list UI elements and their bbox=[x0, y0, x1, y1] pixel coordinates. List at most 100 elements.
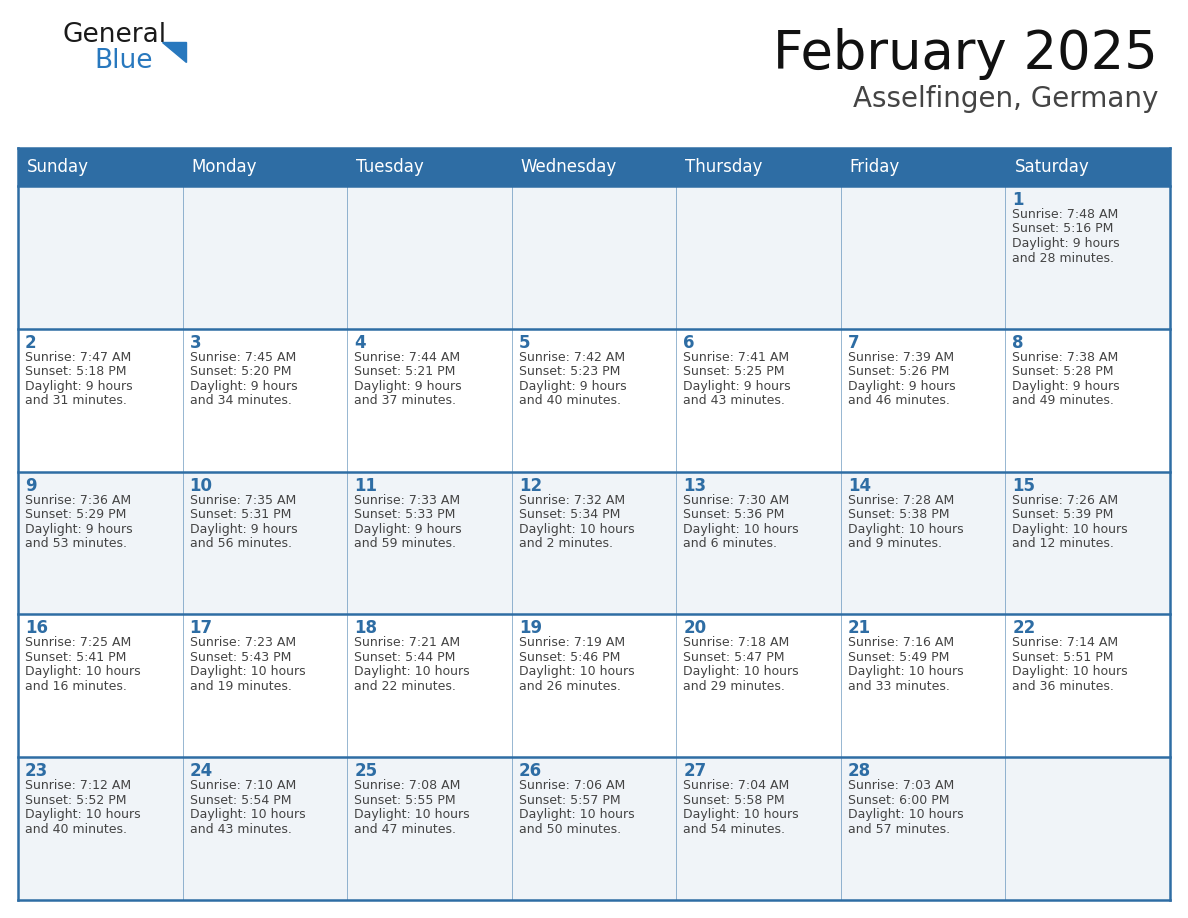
Text: Friday: Friday bbox=[849, 158, 901, 176]
Bar bbox=[841, 614, 1005, 757]
Text: and 34 minutes.: and 34 minutes. bbox=[190, 395, 291, 408]
Bar bbox=[841, 329, 1005, 472]
Bar bbox=[1005, 186, 1170, 329]
Text: 11: 11 bbox=[354, 476, 377, 495]
Text: Daylight: 10 hours: Daylight: 10 hours bbox=[848, 666, 963, 678]
Text: February 2025: February 2025 bbox=[773, 28, 1158, 80]
Text: Sunday: Sunday bbox=[27, 158, 89, 176]
Text: Sunrise: 7:42 AM: Sunrise: 7:42 AM bbox=[519, 351, 625, 364]
Text: Daylight: 9 hours: Daylight: 9 hours bbox=[848, 380, 955, 393]
Text: 10: 10 bbox=[190, 476, 213, 495]
Text: and 12 minutes.: and 12 minutes. bbox=[1012, 537, 1114, 550]
Text: Sunrise: 7:44 AM: Sunrise: 7:44 AM bbox=[354, 351, 460, 364]
Bar bbox=[347, 472, 512, 614]
Text: and 59 minutes.: and 59 minutes. bbox=[354, 537, 456, 550]
Bar bbox=[512, 329, 676, 472]
Bar bbox=[1005, 148, 1170, 186]
Text: Daylight: 9 hours: Daylight: 9 hours bbox=[190, 522, 297, 535]
Bar bbox=[183, 329, 347, 472]
Text: Daylight: 9 hours: Daylight: 9 hours bbox=[519, 380, 626, 393]
Text: Daylight: 10 hours: Daylight: 10 hours bbox=[519, 666, 634, 678]
Text: Sunrise: 7:38 AM: Sunrise: 7:38 AM bbox=[1012, 351, 1119, 364]
Text: Daylight: 9 hours: Daylight: 9 hours bbox=[190, 380, 297, 393]
Text: Sunrise: 7:30 AM: Sunrise: 7:30 AM bbox=[683, 494, 790, 507]
Text: Daylight: 10 hours: Daylight: 10 hours bbox=[519, 808, 634, 822]
Text: 4: 4 bbox=[354, 334, 366, 352]
Text: Sunrise: 7:48 AM: Sunrise: 7:48 AM bbox=[1012, 208, 1119, 221]
Bar bbox=[183, 614, 347, 757]
Text: 16: 16 bbox=[25, 620, 48, 637]
Text: and 43 minutes.: and 43 minutes. bbox=[683, 395, 785, 408]
Text: Daylight: 9 hours: Daylight: 9 hours bbox=[25, 380, 133, 393]
Text: Sunset: 5:39 PM: Sunset: 5:39 PM bbox=[1012, 508, 1114, 521]
Text: Sunset: 5:58 PM: Sunset: 5:58 PM bbox=[683, 794, 785, 807]
Text: Sunrise: 7:47 AM: Sunrise: 7:47 AM bbox=[25, 351, 131, 364]
Text: Sunrise: 7:32 AM: Sunrise: 7:32 AM bbox=[519, 494, 625, 507]
Bar bbox=[183, 148, 347, 186]
Text: and 57 minutes.: and 57 minutes. bbox=[848, 823, 950, 835]
Text: 12: 12 bbox=[519, 476, 542, 495]
Text: Sunset: 5:29 PM: Sunset: 5:29 PM bbox=[25, 508, 126, 521]
Bar bbox=[1005, 472, 1170, 614]
Text: Sunset: 5:46 PM: Sunset: 5:46 PM bbox=[519, 651, 620, 664]
Text: Sunset: 5:57 PM: Sunset: 5:57 PM bbox=[519, 794, 620, 807]
Text: Sunrise: 7:25 AM: Sunrise: 7:25 AM bbox=[25, 636, 131, 649]
Text: General: General bbox=[62, 22, 166, 48]
Text: and 43 minutes.: and 43 minutes. bbox=[190, 823, 291, 835]
Text: Daylight: 10 hours: Daylight: 10 hours bbox=[190, 808, 305, 822]
Text: 19: 19 bbox=[519, 620, 542, 637]
Text: Sunset: 5:28 PM: Sunset: 5:28 PM bbox=[1012, 365, 1114, 378]
Bar bbox=[347, 186, 512, 329]
Text: Sunset: 5:38 PM: Sunset: 5:38 PM bbox=[848, 508, 949, 521]
Text: Daylight: 10 hours: Daylight: 10 hours bbox=[25, 666, 140, 678]
Text: 9: 9 bbox=[25, 476, 37, 495]
Text: Sunrise: 7:14 AM: Sunrise: 7:14 AM bbox=[1012, 636, 1119, 649]
Bar bbox=[841, 186, 1005, 329]
Text: Sunrise: 7:26 AM: Sunrise: 7:26 AM bbox=[1012, 494, 1119, 507]
Text: 1: 1 bbox=[1012, 191, 1024, 209]
Text: 13: 13 bbox=[683, 476, 707, 495]
Bar bbox=[676, 329, 841, 472]
Text: Daylight: 10 hours: Daylight: 10 hours bbox=[848, 522, 963, 535]
Text: and 28 minutes.: and 28 minutes. bbox=[1012, 252, 1114, 264]
Bar bbox=[512, 472, 676, 614]
Text: 25: 25 bbox=[354, 762, 378, 780]
Text: Sunrise: 7:04 AM: Sunrise: 7:04 AM bbox=[683, 779, 790, 792]
Text: and 31 minutes.: and 31 minutes. bbox=[25, 395, 127, 408]
Text: Daylight: 9 hours: Daylight: 9 hours bbox=[25, 522, 133, 535]
Text: Sunset: 5:52 PM: Sunset: 5:52 PM bbox=[25, 794, 126, 807]
Text: Sunrise: 7:03 AM: Sunrise: 7:03 AM bbox=[848, 779, 954, 792]
Text: and 2 minutes.: and 2 minutes. bbox=[519, 537, 613, 550]
Text: 17: 17 bbox=[190, 620, 213, 637]
Text: Sunset: 5:16 PM: Sunset: 5:16 PM bbox=[1012, 222, 1114, 236]
Text: and 9 minutes.: and 9 minutes. bbox=[848, 537, 942, 550]
Bar bbox=[347, 614, 512, 757]
Bar bbox=[347, 757, 512, 900]
Text: Sunset: 5:43 PM: Sunset: 5:43 PM bbox=[190, 651, 291, 664]
Text: Sunrise: 7:41 AM: Sunrise: 7:41 AM bbox=[683, 351, 789, 364]
Text: and 49 minutes.: and 49 minutes. bbox=[1012, 395, 1114, 408]
Text: Daylight: 9 hours: Daylight: 9 hours bbox=[683, 380, 791, 393]
Text: Sunset: 5:49 PM: Sunset: 5:49 PM bbox=[848, 651, 949, 664]
Text: Daylight: 10 hours: Daylight: 10 hours bbox=[519, 522, 634, 535]
Bar bbox=[18, 614, 183, 757]
Text: Thursday: Thursday bbox=[685, 158, 763, 176]
Text: and 54 minutes.: and 54 minutes. bbox=[683, 823, 785, 835]
Text: Sunset: 5:18 PM: Sunset: 5:18 PM bbox=[25, 365, 126, 378]
Text: 21: 21 bbox=[848, 620, 871, 637]
Text: Daylight: 9 hours: Daylight: 9 hours bbox=[1012, 237, 1120, 250]
Text: and 37 minutes.: and 37 minutes. bbox=[354, 395, 456, 408]
Text: 15: 15 bbox=[1012, 476, 1036, 495]
Text: Daylight: 10 hours: Daylight: 10 hours bbox=[190, 666, 305, 678]
Text: and 47 minutes.: and 47 minutes. bbox=[354, 823, 456, 835]
Bar bbox=[676, 472, 841, 614]
Bar bbox=[676, 757, 841, 900]
Text: 5: 5 bbox=[519, 334, 530, 352]
Text: and 40 minutes.: and 40 minutes. bbox=[519, 395, 620, 408]
Text: Sunrise: 7:28 AM: Sunrise: 7:28 AM bbox=[848, 494, 954, 507]
Text: and 19 minutes.: and 19 minutes. bbox=[190, 680, 291, 693]
Text: and 6 minutes.: and 6 minutes. bbox=[683, 537, 777, 550]
Bar bbox=[841, 757, 1005, 900]
Bar bbox=[183, 186, 347, 329]
Text: Sunrise: 7:16 AM: Sunrise: 7:16 AM bbox=[848, 636, 954, 649]
